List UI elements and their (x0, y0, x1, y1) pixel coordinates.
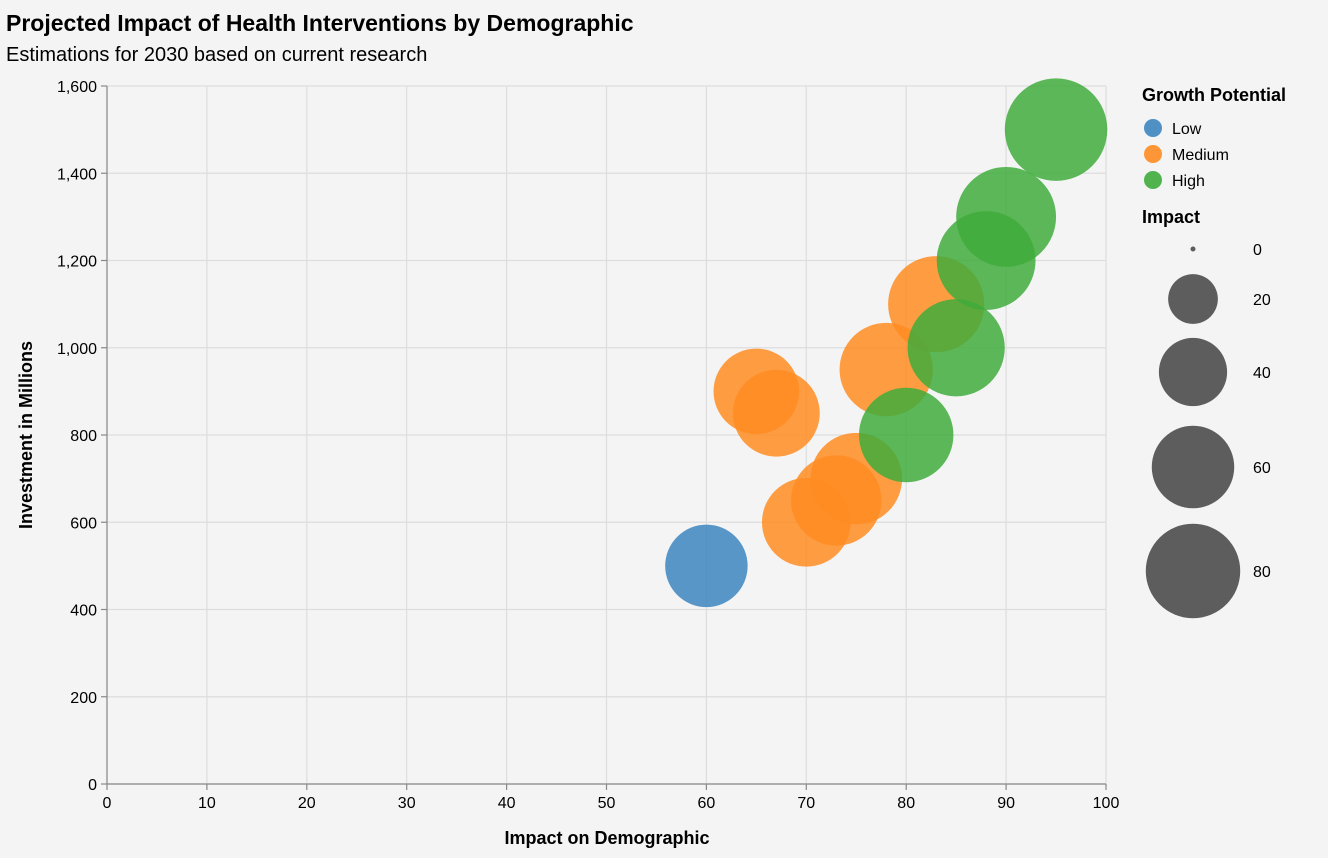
y-tick-label: 1,000 (57, 341, 97, 358)
bubble-high (907, 299, 1005, 397)
x-tick-label: 60 (698, 795, 716, 812)
legend-label-low: Low (1172, 121, 1202, 138)
y-axis-title: Investment in Millions (16, 341, 36, 529)
y-tick-label: 600 (70, 515, 97, 532)
size-legend-title: Impact (1142, 207, 1200, 227)
bubble-medium (732, 369, 820, 457)
axes: 0 10 20 30 40 50 60 70 80 90 100 0 200 400 600 800 1,000… (57, 79, 1119, 812)
grid (106, 85, 1107, 785)
bubble-high (1004, 78, 1108, 181)
size-legend-label: 60 (1253, 460, 1271, 477)
data-points (665, 78, 1108, 608)
size-legend-label: 20 (1253, 292, 1271, 309)
y-tick-label: 800 (70, 428, 97, 445)
legend-swatch-medium (1144, 145, 1162, 163)
x-tick-label: 0 (103, 795, 112, 812)
x-tick-label: 90 (997, 795, 1015, 812)
bubble-high (858, 387, 954, 483)
size-legend-label: 0 (1253, 242, 1262, 259)
color-legend-title: Growth Potential (1142, 85, 1286, 105)
y-tick-label: 0 (88, 777, 97, 794)
x-tick-label: 100 (1093, 795, 1120, 812)
x-tick-label: 70 (797, 795, 815, 812)
color-legend-items: Low Medium High (1144, 119, 1229, 190)
size-legend-label: 40 (1253, 365, 1271, 382)
legend-swatch-low (1144, 119, 1162, 137)
legend-label-high: High (1172, 173, 1205, 190)
size-legend-label: 80 (1253, 564, 1271, 581)
legend-swatch-high (1144, 171, 1162, 189)
bubble-low (665, 524, 748, 608)
y-tick-label: 1,200 (57, 254, 97, 271)
x-tick-label: 40 (498, 795, 516, 812)
size-legend-circle (1168, 274, 1218, 324)
bubble-high (956, 166, 1057, 267)
size-legend-items: 0 20 40 60 80 (1145, 242, 1271, 619)
chart-title: Projected Impact of Health Interventions… (6, 10, 634, 36)
chart-subtitle: Estimations for 2030 based on current re… (6, 44, 427, 66)
y-tick-label: 200 (70, 690, 97, 707)
x-tick-label: 20 (298, 795, 316, 812)
x-tick-label: 50 (598, 795, 616, 812)
x-axis-title: Impact on Demographic (504, 828, 709, 848)
x-tick-label: 10 (198, 795, 216, 812)
legend-label-medium: Medium (1172, 147, 1229, 164)
size-legend-circle (1158, 337, 1228, 407)
y-tick-label: 1,600 (57, 79, 97, 96)
size-legend-circle (1151, 425, 1235, 509)
size-legend-circle (1145, 523, 1241, 619)
x-tick-label: 80 (897, 795, 915, 812)
x-tick-label: 30 (398, 795, 416, 812)
y-tick-label: 1,400 (57, 166, 97, 183)
legend: Growth Potential Low Medium High Impact 0 2… (1142, 85, 1286, 619)
y-tick-label: 400 (70, 603, 97, 620)
size-legend-circle (1190, 246, 1196, 252)
